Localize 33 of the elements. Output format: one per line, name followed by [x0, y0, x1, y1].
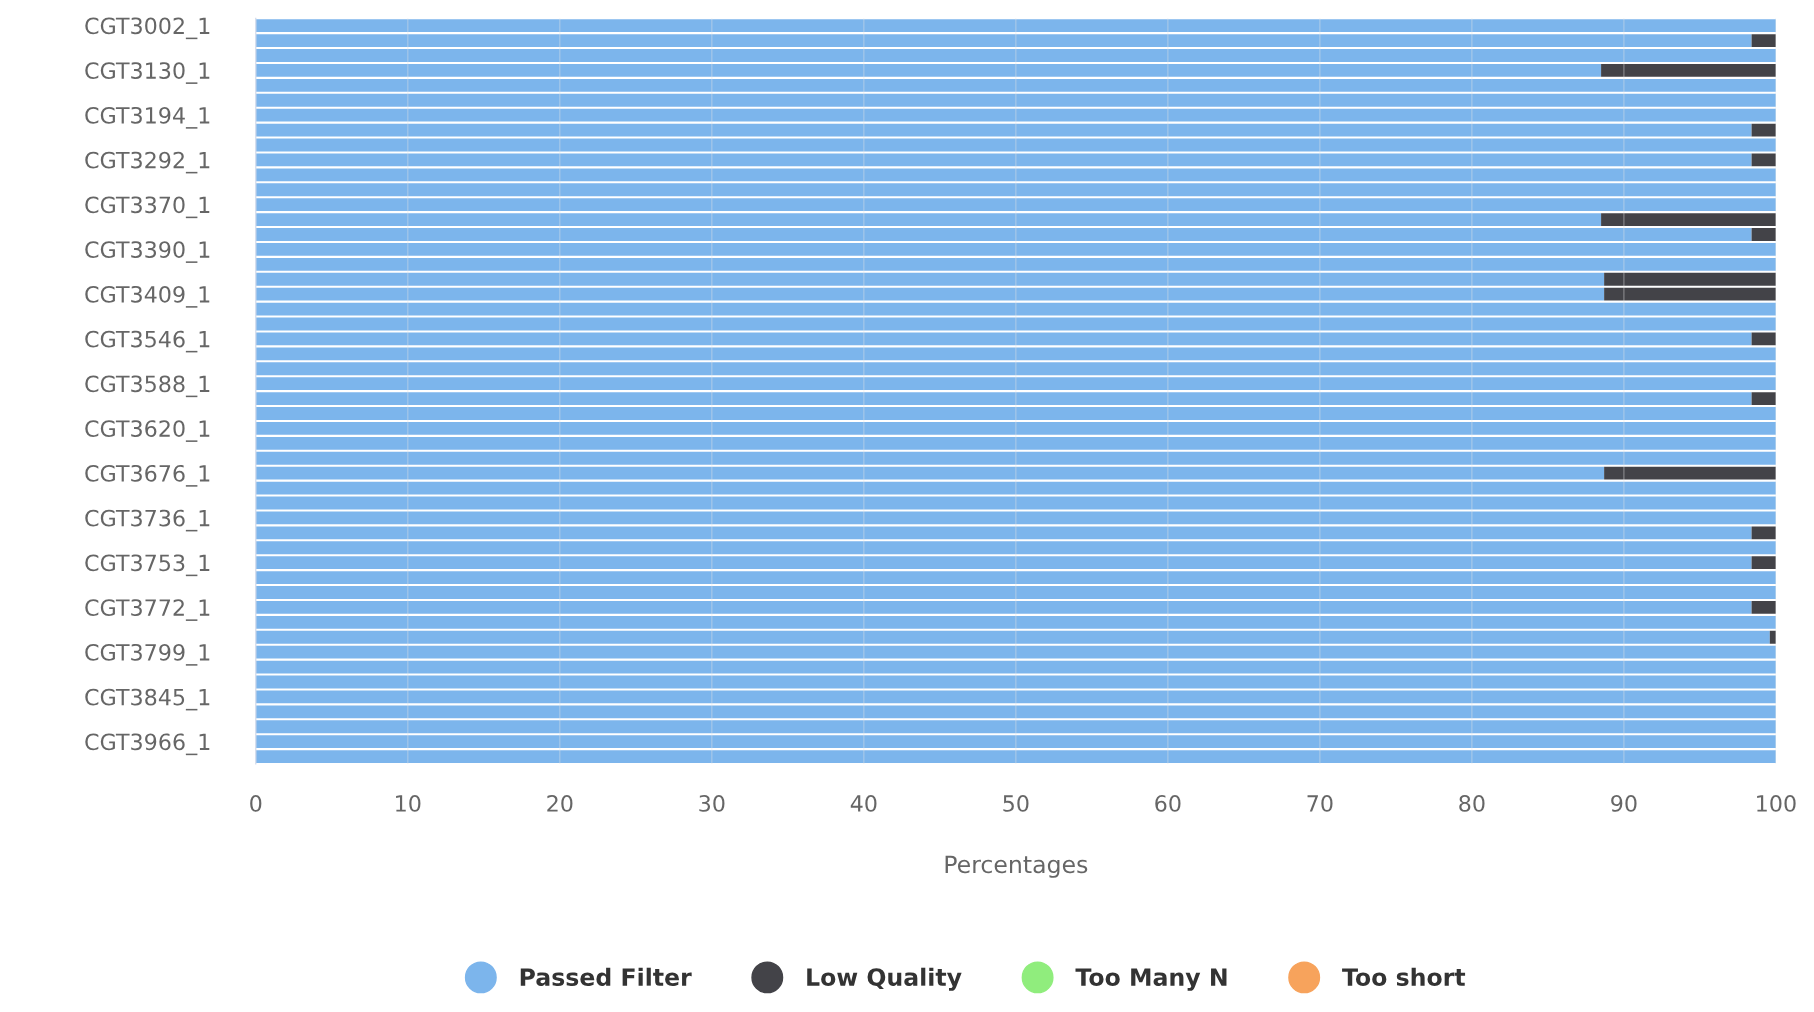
y-tick-label: CGT3753_1 [85, 554, 210, 577]
x-tick-label: 0 [250, 795, 262, 812]
y-tick-label: CGT3772_1 [85, 599, 210, 621]
y-tick-label: CGT3130_1 [85, 62, 210, 84]
x-tick-label: 10 [396, 795, 421, 812]
legend-label: Low Quality [807, 967, 962, 991]
x-tick-label: 20 [547, 795, 573, 812]
y-tick-label: CGT3676_1 [85, 464, 210, 487]
x-tick-label: 70 [1307, 795, 1333, 812]
y-tick-label: CGT3588_1 [85, 375, 210, 398]
y-tick-label: CGT3292_1 [85, 151, 210, 174]
x-tick-label: 80 [1459, 795, 1485, 812]
y-tick-label: CGT3620_1 [85, 420, 210, 442]
x-tick-label: 30 [699, 795, 725, 812]
x-axis-title: Percentages [945, 855, 1088, 878]
x-tick-label: 40 [850, 795, 877, 812]
x-tick-label: 90 [1611, 795, 1637, 812]
y-tick-label: CGT3409_1 [85, 285, 210, 308]
x-tick-label: 60 [1155, 795, 1181, 812]
legend-label: Too short [1342, 967, 1466, 986]
y-tick-label: CGT3194_1 [85, 106, 210, 129]
y-tick-label: CGT3390_1 [85, 241, 210, 263]
y-tick-label: CGT3370_1 [85, 196, 210, 219]
y-tick-label: CGT3002_1 [85, 17, 210, 40]
legend-label: Passed Filter [520, 967, 692, 986]
y-tick-label: CGT3966_1 [85, 733, 210, 756]
x-tick-label: 100 [1757, 795, 1796, 812]
legend-label: Too Many N [1075, 968, 1227, 991]
y-tick-label: CGT3736_1 [85, 509, 210, 532]
y-tick-label: CGT3546_1 [85, 330, 210, 353]
y-tick-label: CGT3845_1 [85, 688, 210, 711]
x-tick-label: 50 [1003, 795, 1029, 812]
y-tick-label: CGT3799_1 [85, 643, 210, 666]
